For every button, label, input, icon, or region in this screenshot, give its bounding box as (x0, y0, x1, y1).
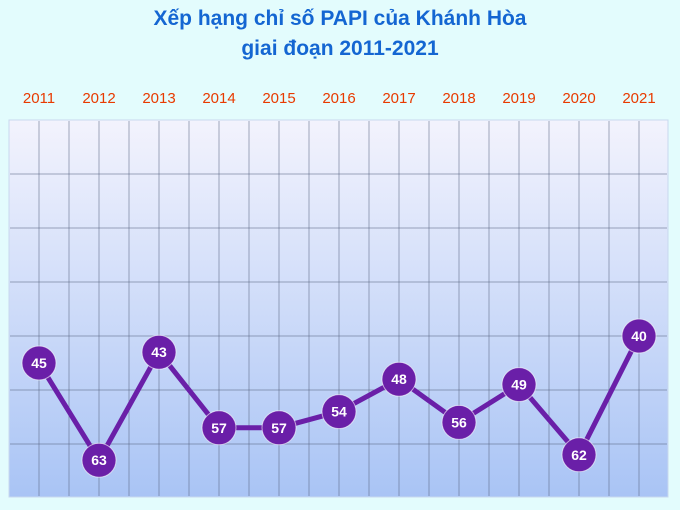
x-tick-label: 2018 (442, 90, 475, 107)
x-tick-label: 2019 (502, 90, 535, 107)
data-label: 56 (451, 414, 467, 430)
data-point-marker (21, 345, 57, 381)
data-point-marker (561, 437, 597, 473)
data-label: 54 (331, 404, 347, 420)
data-label: 49 (511, 377, 527, 393)
data-point-marker (81, 442, 117, 478)
x-tick-label: 2011 (23, 90, 55, 107)
data-point-marker (381, 361, 417, 397)
data-label: 45 (31, 355, 47, 371)
x-tick-label: 2021 (622, 90, 655, 107)
data-point-marker (501, 367, 537, 403)
data-label: 43 (151, 344, 167, 360)
x-tick-label: 2012 (82, 90, 115, 107)
x-tick-label: 2020 (562, 90, 595, 107)
data-point-marker (141, 334, 177, 370)
data-point-marker (621, 318, 657, 354)
data-label: 63 (91, 452, 107, 468)
data-point-marker (441, 404, 477, 440)
x-tick-label: 2016 (322, 90, 355, 107)
data-point-marker (321, 394, 357, 430)
data-label: 57 (271, 420, 287, 436)
data-label: 40 (631, 328, 647, 344)
x-tick-label: 2013 (142, 90, 175, 107)
x-tick-label: 2015 (262, 90, 295, 107)
x-tick-label: 2014 (202, 90, 235, 107)
chart-title-line1: Xếp hạng chỉ số PAPI của Khánh Hòa (153, 7, 527, 30)
data-label: 48 (391, 371, 407, 387)
data-point-marker (201, 410, 237, 446)
x-tick-label: 2017 (382, 90, 415, 107)
data-label: 62 (571, 447, 587, 463)
data-point-marker (261, 410, 297, 446)
data-label: 57 (211, 420, 227, 436)
chart-title-line2: giai đoạn 2011-2021 (241, 37, 439, 60)
